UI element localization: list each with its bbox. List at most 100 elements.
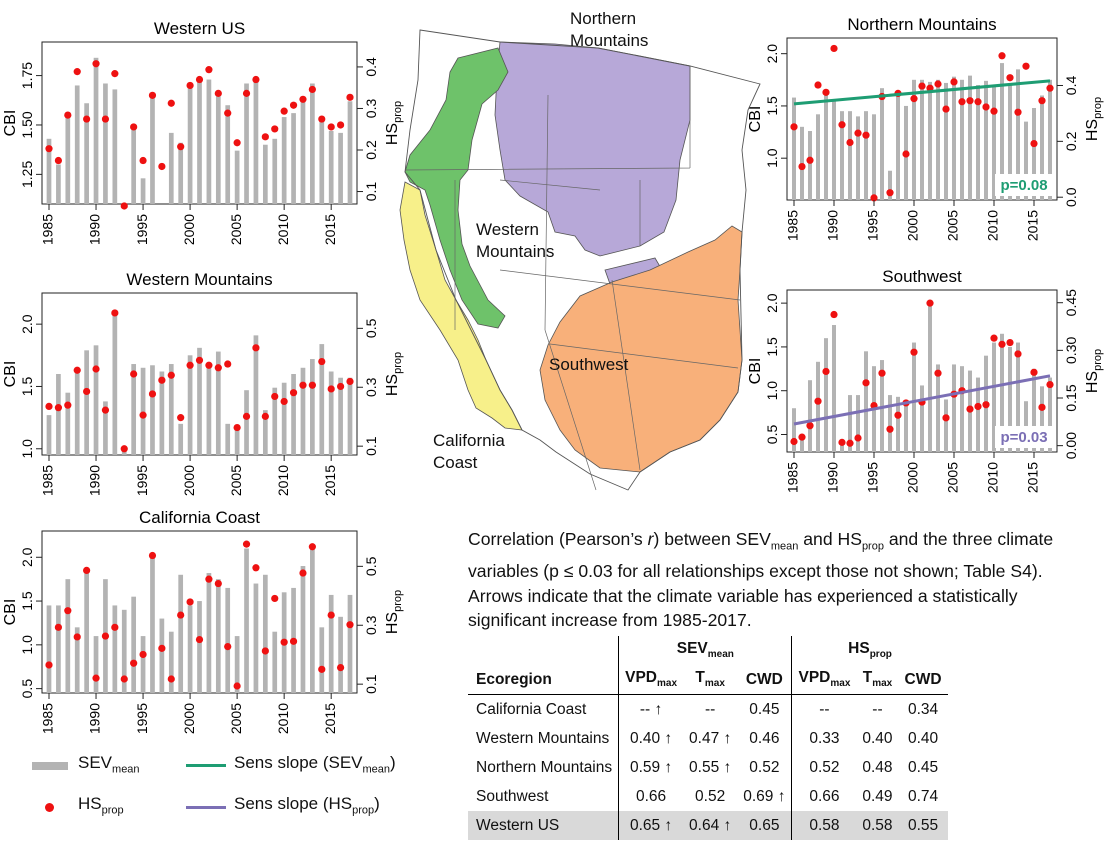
map-label-line: Northern: [570, 9, 637, 28]
point-hsprop: [854, 129, 862, 137]
legend-bar-swatch: [32, 762, 68, 770]
point-hsprop: [870, 194, 878, 202]
sens-slope-line: [793, 374, 1051, 426]
legend-bar-label: SEVmean: [78, 753, 140, 775]
bar-sevmean: [74, 627, 80, 693]
table-cell: 0.59 ↑: [618, 753, 684, 782]
point-hsprop: [224, 642, 232, 651]
point-hsprop: [148, 551, 157, 560]
bar-sevmean: [1040, 95, 1044, 200]
point-hsprop: [982, 103, 990, 111]
bar-sevmean: [816, 114, 820, 200]
y2-axis-label-base: HS: [384, 123, 401, 145]
point-hsprop: [233, 682, 241, 690]
point-hsprop: [886, 425, 894, 433]
right-tick-label: 0.3: [363, 615, 379, 635]
point-hsprop: [195, 75, 204, 84]
legend-sens-sev-swatch: [186, 764, 226, 767]
map-label-line: Coast: [433, 453, 478, 472]
chart-california_coast: California Coast 0.5 1.0 1.5 2.0 0.1 0.3 0.5 198…: [2, 508, 404, 734]
bar-sevmean: [150, 95, 155, 204]
point-hsprop: [224, 360, 232, 368]
bar-sevmean: [178, 574, 184, 693]
caption-sub: mean: [770, 540, 799, 553]
bar-sevmean: [1048, 79, 1052, 200]
caption-text: and HS: [798, 529, 862, 549]
bar-sevmean: [84, 350, 89, 455]
bar-sevmean: [1000, 333, 1004, 452]
point-hsprop: [327, 611, 335, 619]
table-cell: --: [704, 700, 716, 718]
point-hsprop: [336, 664, 345, 672]
y2-axis-label: HSprop: [1084, 97, 1104, 141]
point-hsprop: [926, 299, 934, 307]
bar-sevmean: [1040, 386, 1044, 452]
map-state-lines: [404, 66, 741, 491]
bar-sevmean: [272, 387, 278, 455]
bar-sevmean: [808, 131, 812, 200]
bar-sevmean: [944, 399, 948, 452]
bar-sevmean: [872, 114, 876, 200]
bar-sevmean: [1032, 108, 1036, 200]
legend-text: ): [390, 753, 396, 772]
left-tick-label: 1.50: [19, 111, 35, 138]
bar-sevmean: [338, 132, 343, 204]
point-hsprop: [1046, 84, 1054, 92]
point-hsprop: [308, 381, 316, 389]
bar-sevmean: [1024, 121, 1028, 200]
x-tick-label: 1985: [40, 465, 56, 496]
y2-axis-label-base: HS: [1084, 119, 1101, 141]
bar-sevmean: [328, 594, 334, 693]
bar-sevmean: [178, 142, 184, 204]
bar-sevmean: [319, 119, 325, 204]
group-header-sev: SEVmean: [618, 636, 792, 665]
right-tick-label: 0.4: [1063, 76, 1079, 96]
point-hsprop: [271, 594, 279, 603]
bar-sevmean: [347, 101, 353, 204]
bar-sevmean: [215, 95, 221, 204]
point-hsprop: [798, 433, 806, 441]
bar-sevmean: [792, 97, 796, 200]
bar-sevmean: [150, 365, 155, 455]
table-row: California Coast -- ↑ -- 0.45 -- -- 0.34: [468, 694, 948, 724]
point-hsprop: [902, 150, 910, 158]
table-cell: 0.49: [862, 787, 893, 805]
ecoregion-map: [399, 29, 761, 491]
bar-sevmean: [319, 627, 325, 693]
point-hsprop: [280, 638, 288, 646]
map-label-california-coast: California Coast: [433, 430, 505, 474]
bar-sevmean: [291, 374, 296, 455]
x-tick-label: 1985: [785, 462, 801, 493]
bar-sevmean: [310, 83, 315, 204]
point-hsprop: [910, 95, 918, 103]
bar-sevmean: [960, 366, 964, 452]
x-tick-label: 2005: [945, 462, 961, 493]
x-tick-label: 2010: [275, 465, 291, 496]
map-label-line: Western: [476, 220, 539, 239]
row-ecoregion: California Coast: [476, 700, 587, 718]
left-tick-label: 0.5: [764, 425, 780, 445]
point-hsprop: [177, 143, 185, 151]
bar-sevmean: [46, 605, 52, 693]
bar-sevmean: [912, 79, 916, 200]
point-hsprop: [73, 366, 81, 374]
table-cell: 0.34: [907, 700, 939, 718]
map-label-line: Mountains: [570, 31, 649, 50]
x-tick-label: 1990: [87, 465, 103, 496]
x-tick-label: 2010: [275, 214, 291, 245]
point-hsprop: [214, 364, 222, 372]
bar-sevmean: [920, 385, 924, 452]
point-hsprop: [158, 644, 166, 652]
point-hsprop: [54, 156, 63, 165]
x-tick-label: 1995: [865, 462, 881, 493]
x-tick-label: 2005: [228, 703, 244, 734]
point-hsprop: [101, 632, 110, 640]
col-header-cwd: CWD: [898, 665, 948, 695]
point-hsprop: [974, 402, 982, 411]
point-hsprop: [186, 81, 194, 90]
bar-sevmean: [225, 423, 231, 455]
point-hsprop: [195, 635, 204, 644]
point-hsprop: [1030, 139, 1038, 148]
x-tick-label: 2005: [228, 214, 244, 245]
point-hsprop: [814, 397, 822, 405]
